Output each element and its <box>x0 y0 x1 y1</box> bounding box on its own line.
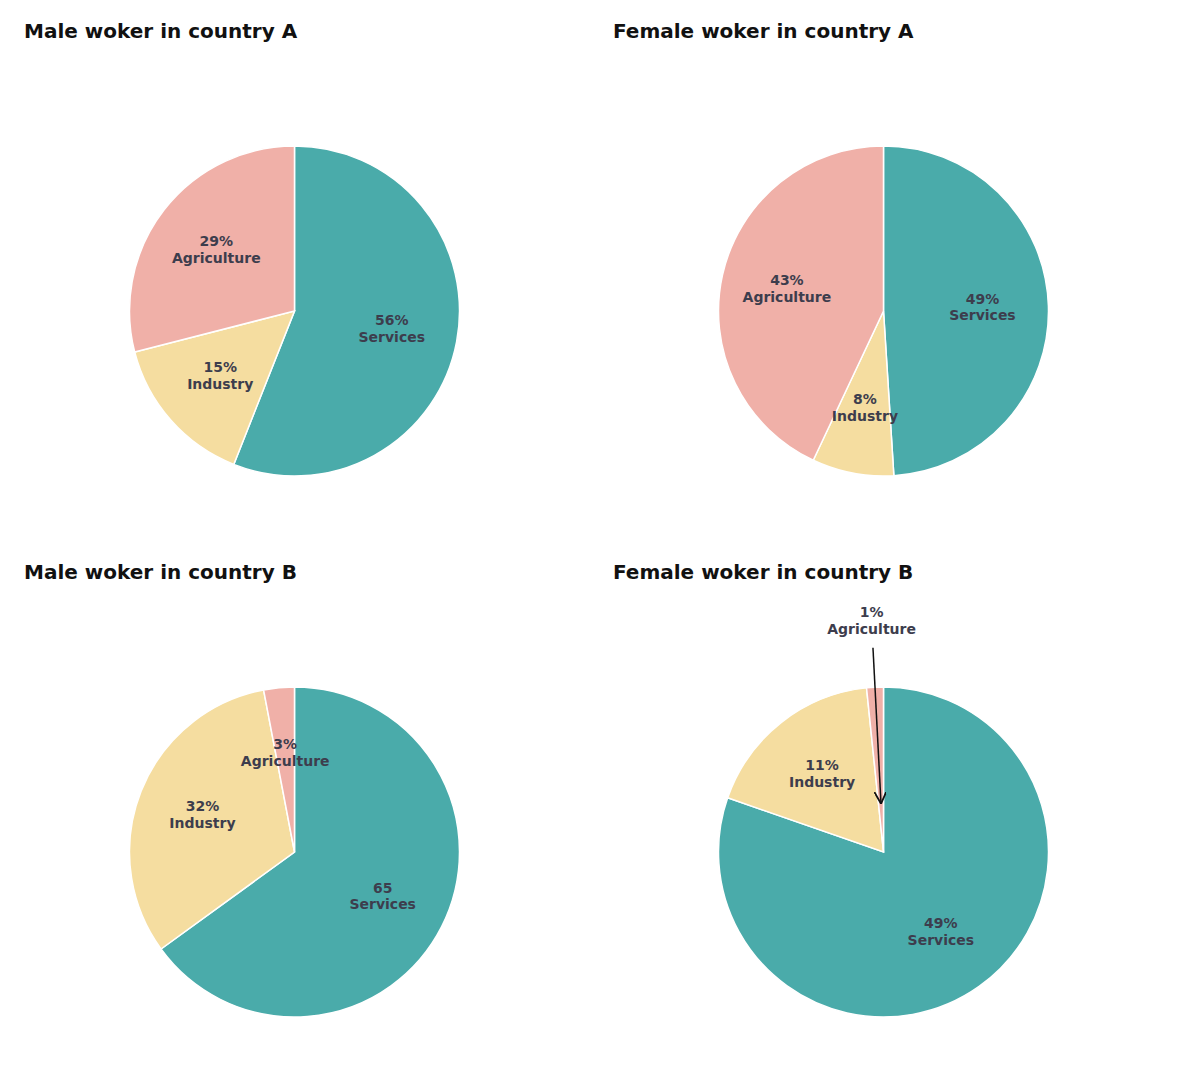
slices <box>719 146 1049 476</box>
data-label-value: 29% <box>200 233 234 249</box>
data-label-value: 11% <box>805 757 839 773</box>
data-label-value: 3% <box>273 736 297 752</box>
data-label-category: Industry <box>169 815 235 831</box>
data-label-value: 49% <box>924 915 958 931</box>
data-label-value: 65 <box>373 880 392 896</box>
data-label-category: Services <box>949 307 1016 323</box>
data-label-category: Agriculture <box>743 289 832 305</box>
chart-panel: Female woker in country B 49%Services 11%I… <box>613 560 1048 1017</box>
data-label-category: Industry <box>832 408 898 424</box>
data-label-category: Agriculture <box>172 250 261 266</box>
data-labels: 49%Services 8%Industry 43%Agriculture <box>743 272 1016 424</box>
data-label-category: Services <box>908 932 975 948</box>
data-label: 32%Industry <box>169 798 235 831</box>
label-arrow <box>873 648 881 803</box>
chart-panel: Female woker in country A 49%Services 8%In… <box>613 19 1048 476</box>
data-label-value: 15% <box>203 359 237 375</box>
pie: 56%Services 15%Industry 29%Agriculture <box>130 146 460 476</box>
data-label-value: 1% <box>860 604 884 620</box>
slices <box>130 146 460 476</box>
data-labels: 65Services32%Industry3%Agriculture <box>169 736 416 912</box>
data-label: 3%Agriculture <box>241 736 330 769</box>
pie-slice <box>867 687 884 852</box>
pie: 49%Services 11%Industry 1%Agriculture <box>718 604 1048 1017</box>
pie-slice <box>264 687 295 852</box>
data-label-value: 43% <box>770 272 804 288</box>
data-label: 43%Agriculture <box>743 272 832 305</box>
data-label-category: Services <box>349 896 416 912</box>
data-label: 65Services <box>349 880 416 913</box>
data-labels: 56%Services 15%Industry 29%Agriculture <box>172 233 425 392</box>
data-label: 56%Services <box>358 312 425 345</box>
data-labels: 49%Services 11%Industry 1%Agriculture <box>789 604 974 948</box>
data-label: 11%Industry <box>789 757 855 790</box>
data-label: 8%Industry <box>832 391 898 424</box>
pie: 49%Services 8%Industry 43%Agriculture <box>719 146 1049 476</box>
data-label-category: Agriculture <box>241 753 330 769</box>
pie-slice <box>728 688 884 852</box>
chart-title: Male woker in country B <box>24 560 297 584</box>
data-label-value: 32% <box>186 798 220 814</box>
data-label: 15%Industry <box>187 359 253 392</box>
data-label-category: Industry <box>187 376 253 392</box>
data-label: 29%Agriculture <box>172 233 261 266</box>
data-label-value: 56% <box>375 312 409 328</box>
data-label: 1%Agriculture <box>827 604 916 637</box>
data-label-category: Services <box>358 329 425 345</box>
data-label-value: 49% <box>966 290 1000 306</box>
chart-title: Female woker in country A <box>613 19 914 43</box>
pie-slice <box>129 690 294 949</box>
data-label-value: 8% <box>853 391 877 407</box>
slices <box>129 687 459 1017</box>
chart-title: Male woker in country A <box>24 19 298 43</box>
data-label: 49%Services <box>908 915 975 948</box>
data-label-category: Industry <box>789 774 855 790</box>
pie-slice <box>130 146 295 352</box>
chart-panel: Male woker in country A 56%Services 15%Ind… <box>24 19 459 476</box>
data-label: 49%Services <box>949 290 1016 323</box>
data-label-category: Agriculture <box>827 621 916 637</box>
chart-panel: Male woker in country B 65Services 32%Indu… <box>24 560 459 1017</box>
chart-canvas: Male woker in country A56%Services15%Ind… <box>0 0 1178 1082</box>
chart-title: Female woker in country B <box>613 560 913 584</box>
pie-slice <box>718 687 1048 1017</box>
pie: 65Services32%Industry3%Agriculture <box>129 687 459 1017</box>
slices <box>718 687 1048 1017</box>
pie-slice <box>884 146 1049 476</box>
